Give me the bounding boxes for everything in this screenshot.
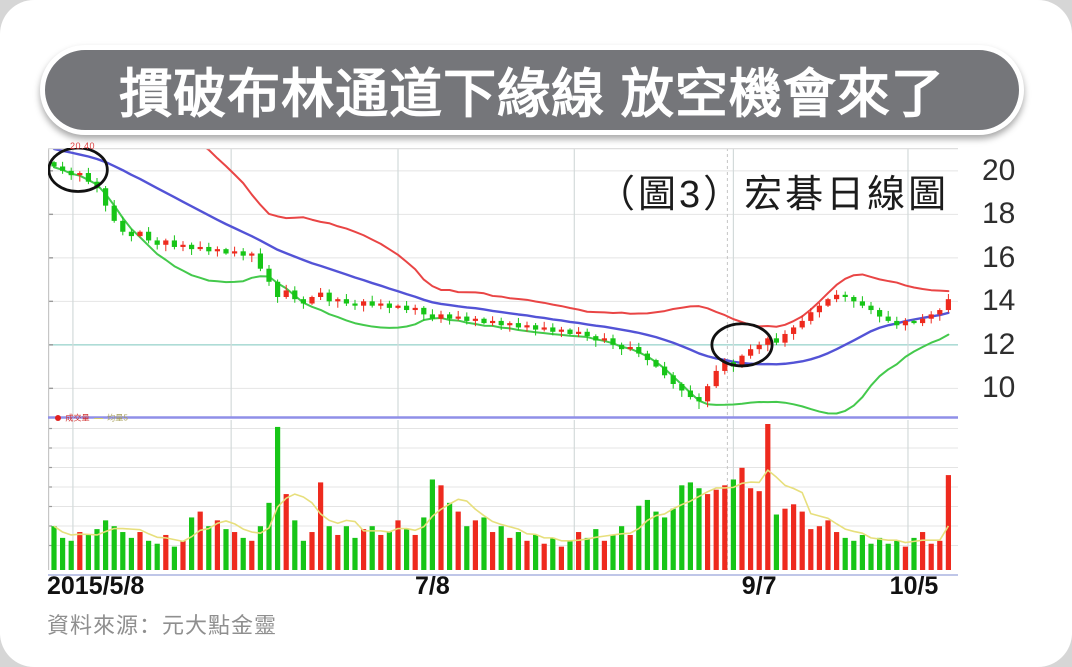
page-title: 摜破布林通道下緣線 放空機會來了 — [119, 65, 945, 124]
date-tick-label: 9/7 — [741, 572, 777, 600]
volume-dot-icon — [55, 415, 61, 421]
price-tick-label: 12 — [982, 327, 1016, 361]
source-credit: 資料來源：元大點金靈 — [47, 613, 278, 638]
date-tick-label: 2015/5/8 — [47, 572, 145, 600]
price-tick-label: 10 — [982, 371, 1016, 405]
price-tick-label: 16 — [982, 240, 1016, 274]
candlestick-chart — [48, 148, 958, 576]
price-tick-label: 20 — [982, 153, 1016, 187]
date-tick-label: 10/5 — [889, 572, 939, 600]
corner-price-label: 20.40 — [70, 141, 96, 151]
date-tick-label: 7/8 — [415, 572, 450, 600]
price-tick-label: 18 — [982, 197, 1016, 231]
avg-legend-label: 均量5 — [107, 413, 128, 423]
avg-line-icon: — — [94, 413, 104, 423]
figure-caption: （圖3）宏碁日線圖 — [597, 174, 950, 216]
volume-legend-label: 成交量 — [65, 413, 90, 423]
price-tick-label: 14 — [982, 284, 1016, 318]
volume-legend: 成交量 — 均量5 — [55, 413, 129, 423]
title-banner: 摜破布林通道下緣線 放空機會來了 — [40, 45, 1024, 135]
